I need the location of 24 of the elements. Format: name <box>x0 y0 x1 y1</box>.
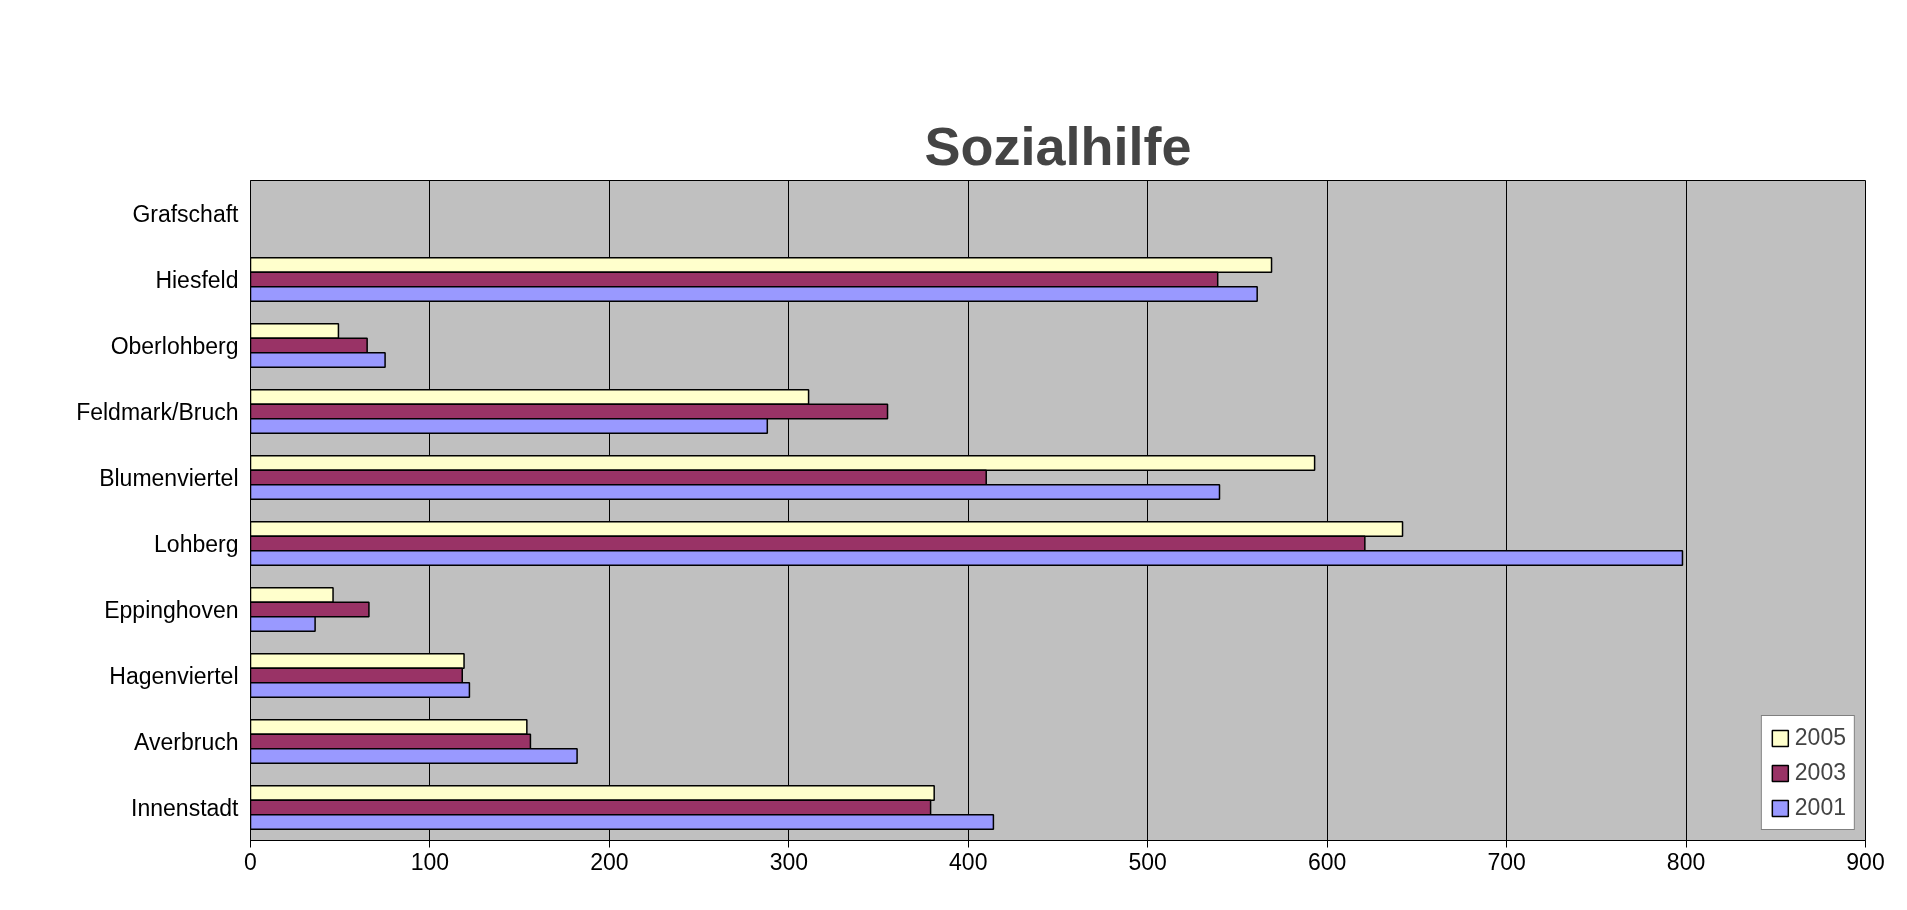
y-tick-label: Feldmark/Bruch <box>76 398 239 425</box>
y-tick-label: Grafschaft <box>132 200 240 227</box>
x-tick-label: 400 <box>949 848 988 875</box>
x-tick-label: 900 <box>1846 848 1885 875</box>
x-tick-label: 700 <box>1487 848 1526 875</box>
legend-label: 2001 <box>1794 794 1846 821</box>
chart-title: Sozialhilfe <box>924 115 1192 176</box>
legend-label: 2003 <box>1794 759 1846 786</box>
x-tick-label: 300 <box>769 848 809 875</box>
y-tick-label: Blumenviertel <box>99 464 239 491</box>
y-tick-label: Hagenviertel <box>109 662 239 689</box>
x-tick-label: 200 <box>590 848 629 875</box>
x-tick-label: 500 <box>1128 848 1167 875</box>
y-tick-label: Averbruch <box>134 728 239 755</box>
x-tick-label: 100 <box>410 848 450 875</box>
legend-label: 2005 <box>1794 724 1846 751</box>
x-tick-label: 800 <box>1666 848 1706 875</box>
y-tick-label: Lohberg <box>154 530 239 557</box>
y-tick-label: Eppinghoven <box>104 596 239 623</box>
y-tick-label: Oberlohberg <box>110 332 239 359</box>
x-tick-label: 600 <box>1307 848 1347 875</box>
y-tick-label: Hiesfeld <box>155 266 239 293</box>
y-tick-label: Innenstadt <box>131 794 240 821</box>
x-tick-label: 0 <box>244 848 257 875</box>
